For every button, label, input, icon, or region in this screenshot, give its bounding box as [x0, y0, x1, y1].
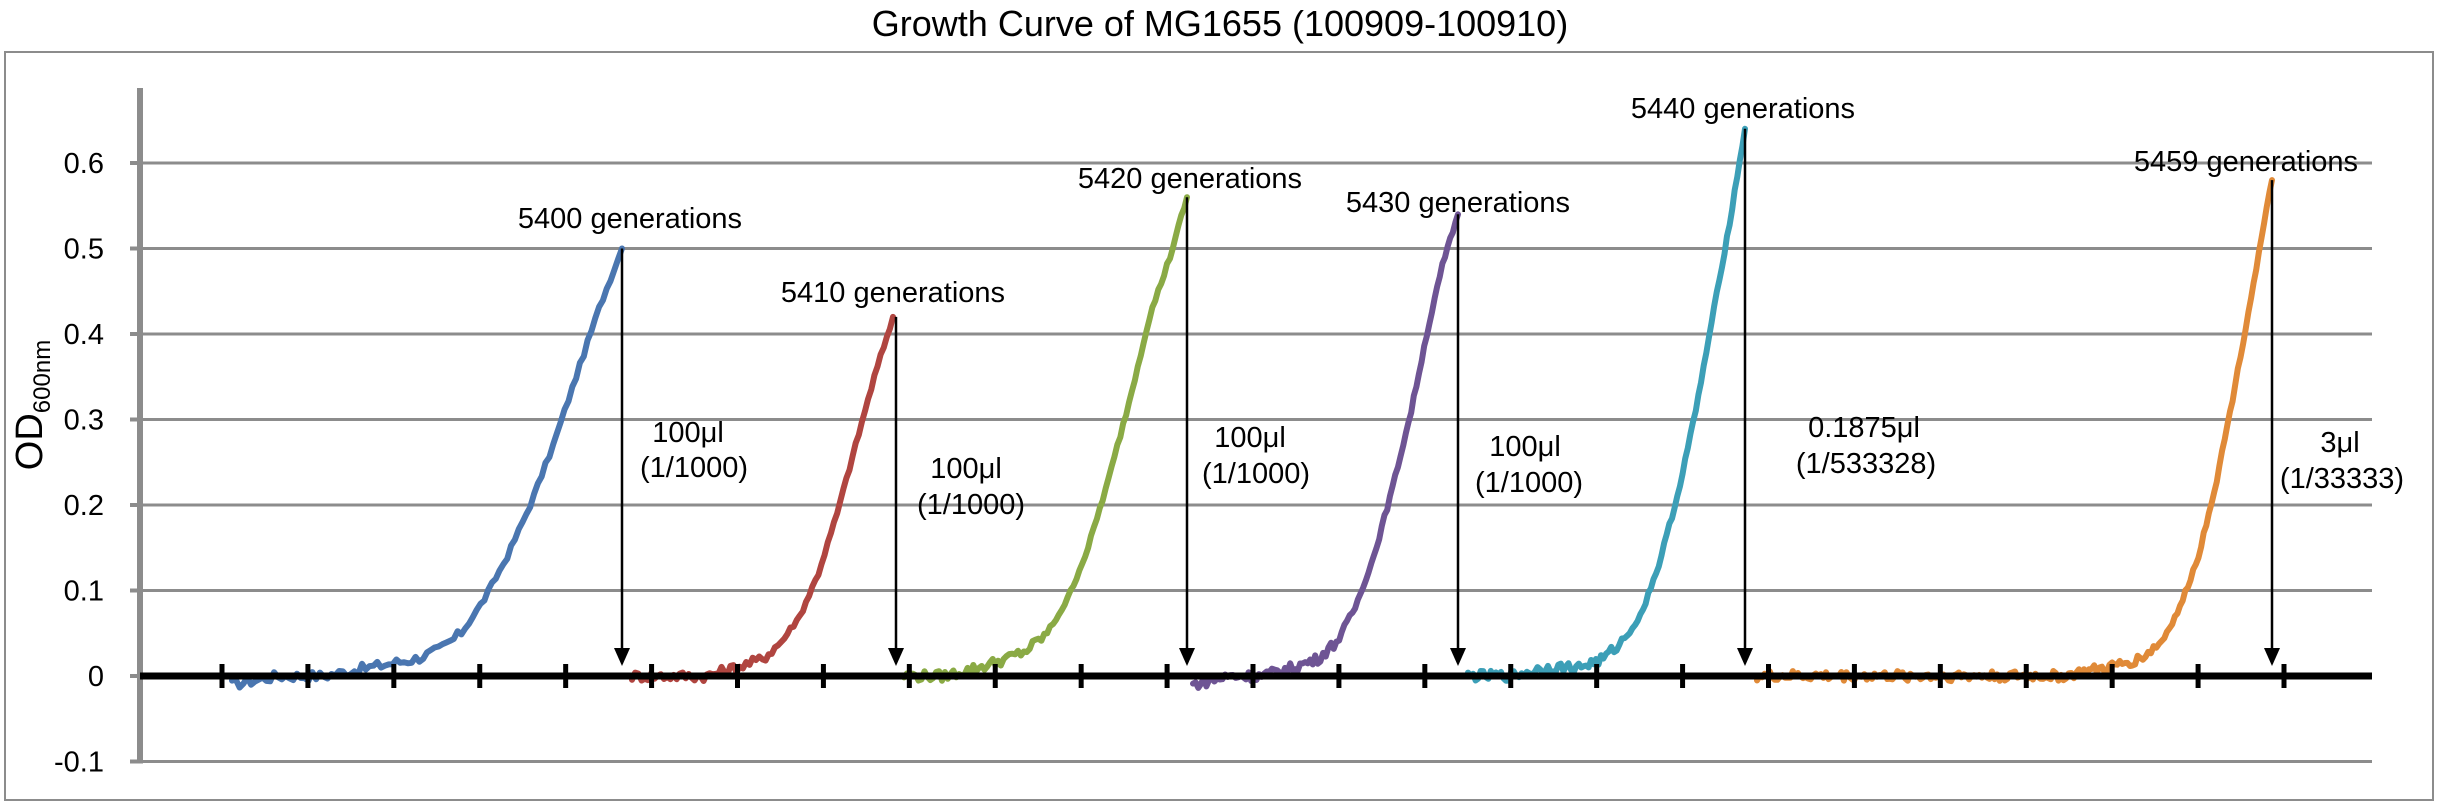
transfer-volume-label: 100μl — [1489, 431, 1561, 463]
dilution-ratio-label: (1/1000) — [1475, 467, 1583, 499]
series-line — [229, 245, 625, 691]
dilution-ratio-label: (1/533328) — [1796, 448, 1936, 480]
transfer-volume-label: 100μl — [652, 417, 724, 449]
dilution-arrow-head — [888, 648, 904, 666]
generation-label: 5430 generations — [1346, 187, 1570, 219]
chart-title: Growth Curve of MG1655 (100909-100910) — [872, 3, 1568, 44]
dilution-arrow-head — [1179, 648, 1195, 666]
y-tick-label: 0.3 — [64, 405, 104, 437]
dilution-arrow-head — [2264, 648, 2280, 666]
y-axis-label-subscript: 600nm — [29, 340, 56, 413]
transfer-volume-label: 0.1875μl — [1808, 412, 1920, 444]
y-tick-label: 0.1 — [64, 576, 104, 608]
dilution-ratio-label: (1/1000) — [640, 452, 748, 484]
dilution-ratio-label: (1/1000) — [917, 489, 1025, 521]
gridlines — [140, 161, 2372, 763]
y-tick-label: 0.4 — [64, 319, 104, 351]
dilution-arrow-head — [1450, 648, 1466, 666]
generation-label: 5420 generations — [1078, 163, 1302, 195]
svg-text:OD600nm: OD600nm — [9, 340, 56, 470]
series-line — [629, 313, 896, 684]
axes — [130, 88, 2372, 764]
generation-label: 5410 generations — [781, 277, 1005, 309]
y-tick-label: 0.6 — [64, 148, 104, 180]
plot-area-frame — [4, 51, 2434, 801]
transfer-volume-label: 100μl — [930, 453, 1002, 485]
y-axis-label-main: OD — [9, 413, 51, 470]
y-tick-label: 0 — [88, 661, 104, 693]
generation-label: 5400 generations — [518, 203, 742, 235]
series-line — [1465, 125, 1748, 684]
dilution-arrow-head — [614, 648, 630, 666]
generation-label: 5459 generations — [2134, 146, 2358, 178]
generation-label: 5440 generations — [1631, 93, 1855, 125]
transfer-volume-label: 3μl — [2320, 427, 2359, 459]
transfer-volume-label: 100μl — [1214, 422, 1286, 454]
y-tick-label: 0.2 — [64, 490, 104, 522]
y-axis-label: OD600nm — [9, 340, 56, 470]
dilution-ratio-label: (1/33333) — [2280, 463, 2404, 495]
dilution-arrow-head — [1737, 648, 1753, 666]
y-tick-label: -0.1 — [54, 747, 104, 779]
series-line — [901, 194, 1190, 684]
y-tick-label: 0.5 — [64, 234, 104, 266]
y-tick-labels: -0.1 0 0.1 0.2 0.3 0.4 0.5 0.6 — [54, 148, 104, 779]
dilution-ratio-label: (1/1000) — [1202, 458, 1310, 490]
